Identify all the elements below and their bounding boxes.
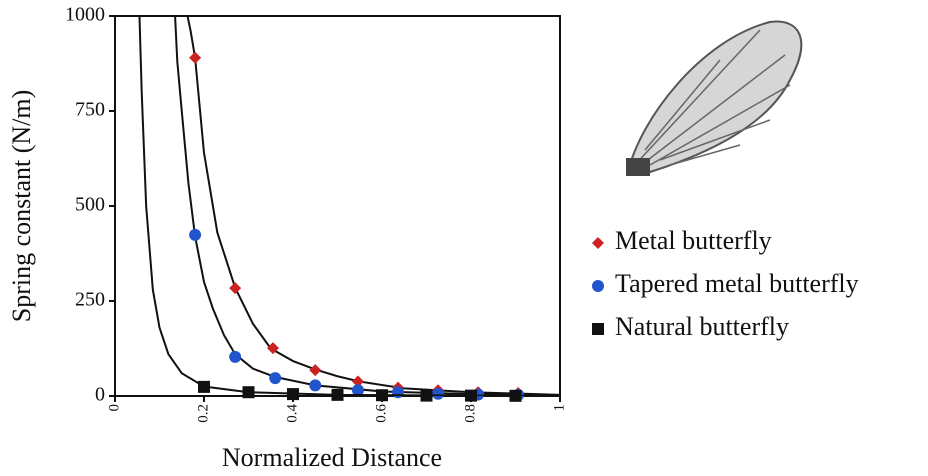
data-point bbox=[392, 386, 405, 399]
y-tick-label: 1000 bbox=[65, 4, 105, 26]
y-axis-title: Spring constant (N/m) bbox=[7, 90, 36, 323]
data-point bbox=[309, 379, 322, 392]
legend-marker bbox=[592, 237, 604, 249]
x-tick-label: 0 bbox=[106, 404, 122, 412]
legend-marker bbox=[592, 280, 604, 292]
data-point bbox=[242, 386, 255, 399]
plot-frame bbox=[114, 15, 561, 397]
legend-marker bbox=[592, 323, 604, 335]
legend-label: Metal butterfly bbox=[615, 226, 772, 255]
data-point bbox=[465, 389, 477, 402]
y-tick-label: 250 bbox=[75, 289, 105, 311]
data-point bbox=[287, 388, 299, 401]
y-tick-label: 0 bbox=[95, 384, 105, 406]
x-axis-title: Normalized Distance bbox=[222, 443, 442, 472]
x-tick-label: 0.8 bbox=[462, 404, 478, 423]
y-tick-label: 500 bbox=[75, 194, 105, 216]
wing-illustration bbox=[626, 20, 803, 176]
data-point bbox=[509, 389, 522, 402]
fit-curve bbox=[174, 16, 560, 396]
x-tick-label: 0.2 bbox=[195, 404, 211, 423]
data-point bbox=[198, 380, 210, 393]
data-point bbox=[309, 364, 322, 377]
fit-curve bbox=[138, 16, 560, 396]
data-point bbox=[351, 375, 364, 388]
x-tick-label: 0.6 bbox=[373, 404, 389, 423]
fit-curve bbox=[186, 16, 560, 396]
data-point bbox=[189, 228, 202, 241]
data-point bbox=[189, 51, 202, 64]
data-point bbox=[331, 388, 344, 401]
x-tick-label: 0.4 bbox=[284, 404, 300, 423]
data-point bbox=[432, 387, 445, 400]
legend-label: Natural butterfly bbox=[615, 312, 789, 341]
y-tick-label: 750 bbox=[75, 99, 105, 121]
data-point bbox=[376, 389, 388, 402]
data-point bbox=[269, 372, 282, 385]
legend-label: Tapered metal butterfly bbox=[615, 269, 859, 298]
data-point bbox=[229, 350, 242, 363]
data-point bbox=[420, 389, 433, 402]
data-point bbox=[266, 342, 279, 355]
data-point bbox=[351, 384, 364, 397]
x-tick-label: 1 bbox=[551, 404, 567, 412]
data-point bbox=[229, 282, 242, 295]
